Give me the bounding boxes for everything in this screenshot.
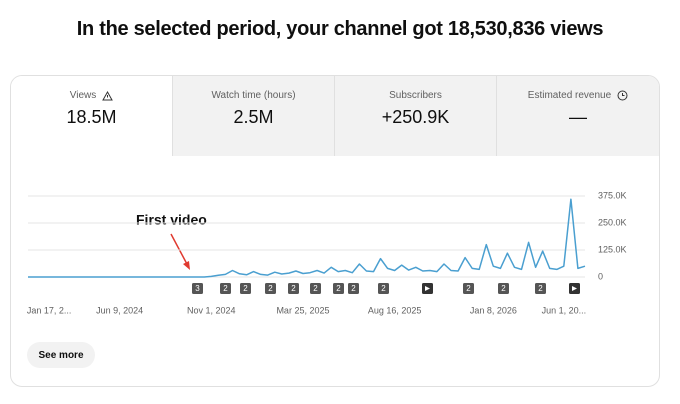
x-tick-label: Jun 9, 2024 [96, 305, 143, 315]
y-tick-label: 0 [598, 271, 603, 281]
video-marker [265, 283, 276, 294]
video-marker-label: 3 [195, 284, 200, 293]
video-marker [240, 283, 251, 294]
line-series [28, 198, 586, 278]
video-marker [348, 283, 359, 294]
y-tick-label: 375.0K [598, 190, 627, 200]
x-tick-label: Nov 1, 2024 [187, 305, 236, 315]
x-tick-label: Jan 17, 2... [27, 305, 72, 315]
x-tick-label: Jan 8, 2026 [470, 305, 517, 315]
x-tick-label: Jun 1, 20... [542, 305, 587, 315]
video-marker-label: 2 [313, 284, 318, 293]
clock-icon [617, 90, 628, 101]
video-marker-label: 2 [268, 284, 273, 293]
page-title: In the selected period, your channel got… [76, 18, 604, 40]
video-marker [310, 283, 321, 294]
annotation: First video [136, 212, 207, 228]
metric-tab[interactable]: Estimated revenue — [496, 76, 659, 156]
warning-icon [102, 90, 114, 100]
video-marker [378, 283, 389, 294]
video-marker [498, 283, 509, 294]
metric-value: 2.5M [233, 107, 274, 127]
play-icon [425, 286, 430, 291]
video-marker [220, 283, 231, 294]
metric-tab[interactable]: Subscribers +250.9K [334, 76, 496, 156]
video-marker [333, 283, 344, 294]
metric-label: Views [69, 90, 97, 101]
arrow-head [183, 261, 190, 270]
x-tick-label: Aug 16, 2025 [368, 305, 422, 315]
metric-tab[interactable]: Watch time (hours) 2.5M [172, 76, 334, 156]
video-marker-label: 2 [381, 284, 386, 293]
metric-value: +250.9K [381, 107, 450, 127]
play-icon [572, 286, 577, 291]
video-marker [288, 283, 299, 294]
y-tick-label: 125.0K [598, 244, 627, 254]
metric-value: — [569, 107, 587, 127]
video-marker [463, 283, 474, 294]
metric-label: Subscribers [389, 90, 442, 101]
metric-label: Watch time (hours) [211, 90, 296, 101]
metric-label: Estimated revenue [527, 90, 612, 101]
video-marker-label: 2 [538, 284, 543, 293]
video-marker-label: 2 [291, 284, 296, 293]
video-marker-label: 2 [351, 284, 356, 293]
metric-tab[interactable]: Views 18.5M [11, 76, 172, 156]
y-tick-label: 250.0K [598, 217, 627, 227]
analytics-card: Views 18.5M Watch time (hours) 2.5M Subs… [10, 75, 660, 387]
video-marker-label: 2 [336, 284, 341, 293]
video-marker-label: 2 [501, 284, 506, 293]
x-tick-label: Mar 25, 2025 [276, 305, 329, 315]
metric-value: 18.5M [66, 107, 117, 127]
video-marker-label: 2 [223, 284, 228, 293]
see-more-button[interactable]: See more [27, 342, 95, 368]
video-marker-label: 2 [243, 284, 248, 293]
video-marker-label: 2 [466, 284, 471, 293]
video-marker [192, 283, 203, 294]
video-marker [535, 283, 546, 294]
